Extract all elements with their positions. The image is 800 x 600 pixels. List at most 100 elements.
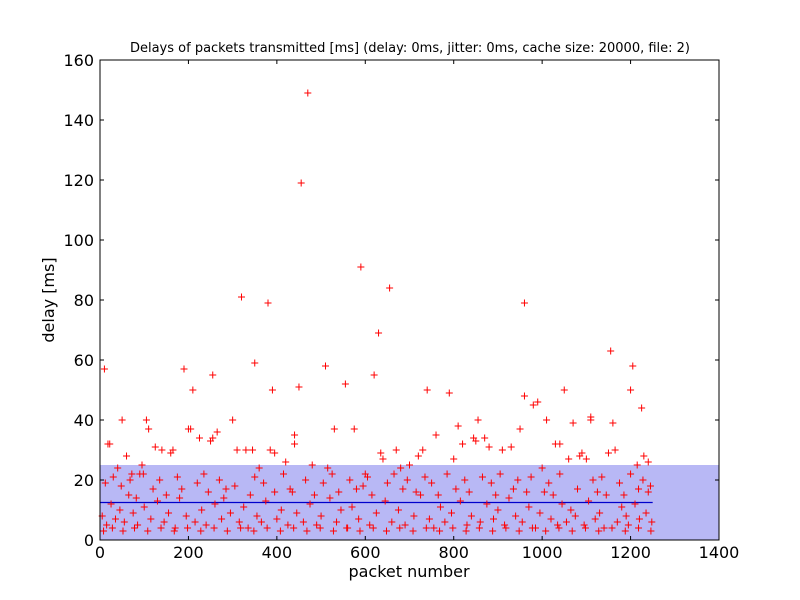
- data-point: [397, 464, 405, 472]
- data-point: [189, 386, 197, 394]
- data-point: [257, 518, 265, 526]
- data-point: [556, 470, 564, 478]
- data-point: [422, 524, 430, 532]
- y-axis-label: delay [ms]: [39, 257, 58, 342]
- data-point: [193, 479, 201, 487]
- data-point: [454, 422, 462, 430]
- data-point: [587, 416, 595, 424]
- data-point: [341, 380, 349, 388]
- data-point: [197, 527, 205, 535]
- data-point: [419, 446, 427, 454]
- data-point: [330, 425, 338, 433]
- data-point: [187, 425, 195, 433]
- data-point: [396, 524, 404, 532]
- data-point: [302, 476, 310, 484]
- data-point: [100, 527, 108, 535]
- data-point: [123, 452, 131, 460]
- data-point: [204, 488, 212, 496]
- data-point: [375, 329, 383, 337]
- data-point: [303, 527, 311, 535]
- data-point: [215, 476, 223, 484]
- data-point: [648, 518, 656, 526]
- data-point: [145, 425, 153, 433]
- data-point: [481, 434, 489, 442]
- data-point: [388, 518, 396, 526]
- data-point: [237, 524, 245, 532]
- data-point: [448, 509, 456, 517]
- data-point: [414, 452, 422, 460]
- data-point: [120, 518, 128, 526]
- data-point: [452, 485, 460, 493]
- data-point: [184, 524, 192, 532]
- y-tick-label: 0: [84, 531, 94, 550]
- data-point: [445, 389, 453, 397]
- data-point: [237, 293, 245, 301]
- data-point: [412, 488, 420, 496]
- data-point: [507, 443, 515, 451]
- data-point: [635, 524, 643, 532]
- data-point: [316, 524, 324, 532]
- data-point: [109, 473, 117, 481]
- data-point: [297, 179, 305, 187]
- data-point: [381, 497, 389, 505]
- data-point: [647, 527, 655, 535]
- data-point: [558, 500, 566, 508]
- data-point: [401, 521, 409, 529]
- data-point: [263, 524, 271, 532]
- data-point: [505, 494, 513, 502]
- data-point: [476, 518, 484, 526]
- x-tick-label: 400: [262, 543, 293, 562]
- data-point: [182, 512, 190, 520]
- data-point: [366, 521, 374, 529]
- data-point: [255, 464, 263, 472]
- data-point: [235, 518, 243, 526]
- data-point: [251, 359, 259, 367]
- x-axis-label: packet number: [348, 562, 470, 581]
- data-point: [490, 515, 498, 523]
- data-point: [562, 518, 570, 526]
- data-point: [229, 416, 237, 424]
- data-point: [556, 440, 564, 448]
- data-point: [489, 527, 497, 535]
- data-point: [355, 515, 363, 523]
- data-point: [356, 527, 364, 535]
- data-point: [622, 512, 630, 520]
- data-point: [142, 416, 150, 424]
- data-point: [390, 470, 398, 478]
- y-tick-label: 160: [63, 51, 94, 70]
- data-point: [308, 461, 316, 469]
- x-tick-label: 800: [438, 543, 469, 562]
- data-point: [116, 506, 124, 514]
- data-point: [101, 479, 109, 487]
- data-point: [449, 524, 457, 532]
- data-point: [372, 509, 380, 517]
- data-point: [514, 476, 522, 484]
- data-point: [337, 506, 345, 514]
- data-point: [149, 485, 157, 493]
- data-point: [144, 527, 152, 535]
- data-point: [635, 485, 643, 493]
- data-point: [474, 416, 482, 424]
- data-point: [639, 476, 647, 484]
- data-point: [126, 476, 134, 484]
- data-point: [220, 494, 228, 502]
- data-point: [487, 479, 495, 487]
- data-point: [545, 479, 553, 487]
- y-tick-label: 100: [63, 231, 94, 250]
- data-point: [178, 485, 186, 493]
- data-point: [540, 488, 548, 496]
- data-point: [291, 440, 299, 448]
- data-point: [635, 515, 643, 523]
- data-point: [244, 524, 252, 532]
- data-point: [246, 491, 254, 499]
- data-point: [260, 479, 268, 487]
- data-point: [627, 470, 635, 478]
- data-point: [613, 518, 621, 526]
- data-point: [436, 503, 444, 511]
- plot-area: [100, 60, 719, 540]
- data-point: [369, 524, 377, 532]
- data-point: [119, 527, 127, 535]
- data-point: [386, 284, 394, 292]
- data-point: [226, 509, 234, 517]
- data-point: [621, 527, 629, 535]
